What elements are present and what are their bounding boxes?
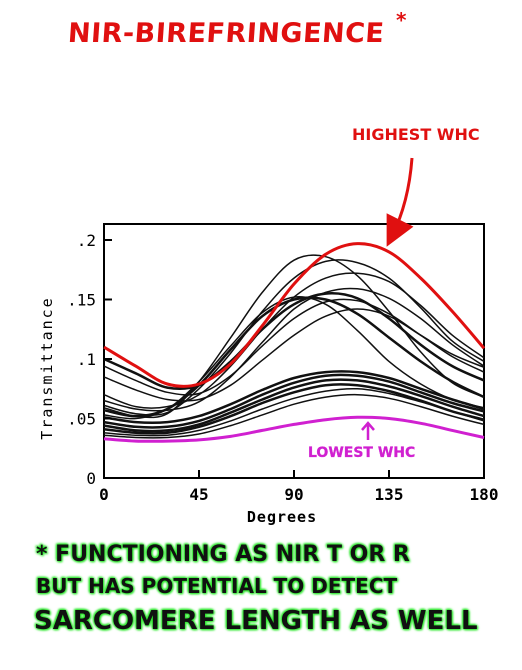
x-tick-label: 180 (470, 485, 499, 504)
x-axis-title: Degrees (247, 508, 317, 526)
lowest-whc-pointer (361, 421, 375, 440)
annotation-lowest-whc: LOWEST WHC (308, 445, 415, 461)
series-line-black-2 (103, 259, 485, 416)
x-tick-label: 135 (375, 485, 404, 504)
y-tick-label: 0 (86, 469, 96, 488)
x-tick-label: 0 (99, 485, 109, 504)
footnote-line-1: * FUNCTIONING AS NIR T OR R (36, 542, 410, 567)
x-tick-label: 45 (189, 485, 208, 504)
series-line-highest (103, 242, 486, 388)
y-tick-label: .1 (77, 350, 96, 369)
series-line-lowest (103, 415, 485, 443)
y-tick-label: .15 (67, 291, 96, 310)
series-line-black-12 (103, 378, 485, 433)
y-axis-title: Transmittance (38, 296, 56, 439)
series-line-black-10 (103, 370, 485, 425)
series-line-black-15 (103, 393, 485, 439)
annotation-highest-whc: HIGHEST WHC (352, 125, 480, 144)
footnote-line-3: SARCOMERE LENGTH AS WELL (34, 606, 478, 636)
y-tick-label: .2 (77, 231, 96, 250)
tick-group: 0 45 90 135 180 0 .05 .1 .15 .2 (67, 231, 498, 504)
series-group (103, 242, 486, 443)
series-line-black-14 (103, 387, 485, 437)
series-line-black-1 (103, 254, 485, 419)
footnote-line-2: BUT HAS POTENTIAL TO DETECT (36, 574, 398, 598)
series-line-black-11 (103, 373, 485, 429)
series-line-black-7 (103, 292, 485, 391)
footnote-box: * FUNCTIONING AS NIR T OR R BUT HAS POTE… (0, 530, 522, 670)
transmittance-chart: 0 45 90 135 180 0 .05 .1 .15 .2 Degrees Transmitt… (38, 125, 498, 526)
series-line-black-6 (103, 296, 485, 420)
title-asterisk: * (396, 8, 407, 32)
x-tick-label: 90 (284, 485, 303, 504)
y-tick-label: .05 (67, 410, 96, 429)
series-line-black-13 (103, 383, 485, 435)
series-line-black-9 (103, 308, 485, 402)
highest-whc-arrow (386, 157, 414, 247)
